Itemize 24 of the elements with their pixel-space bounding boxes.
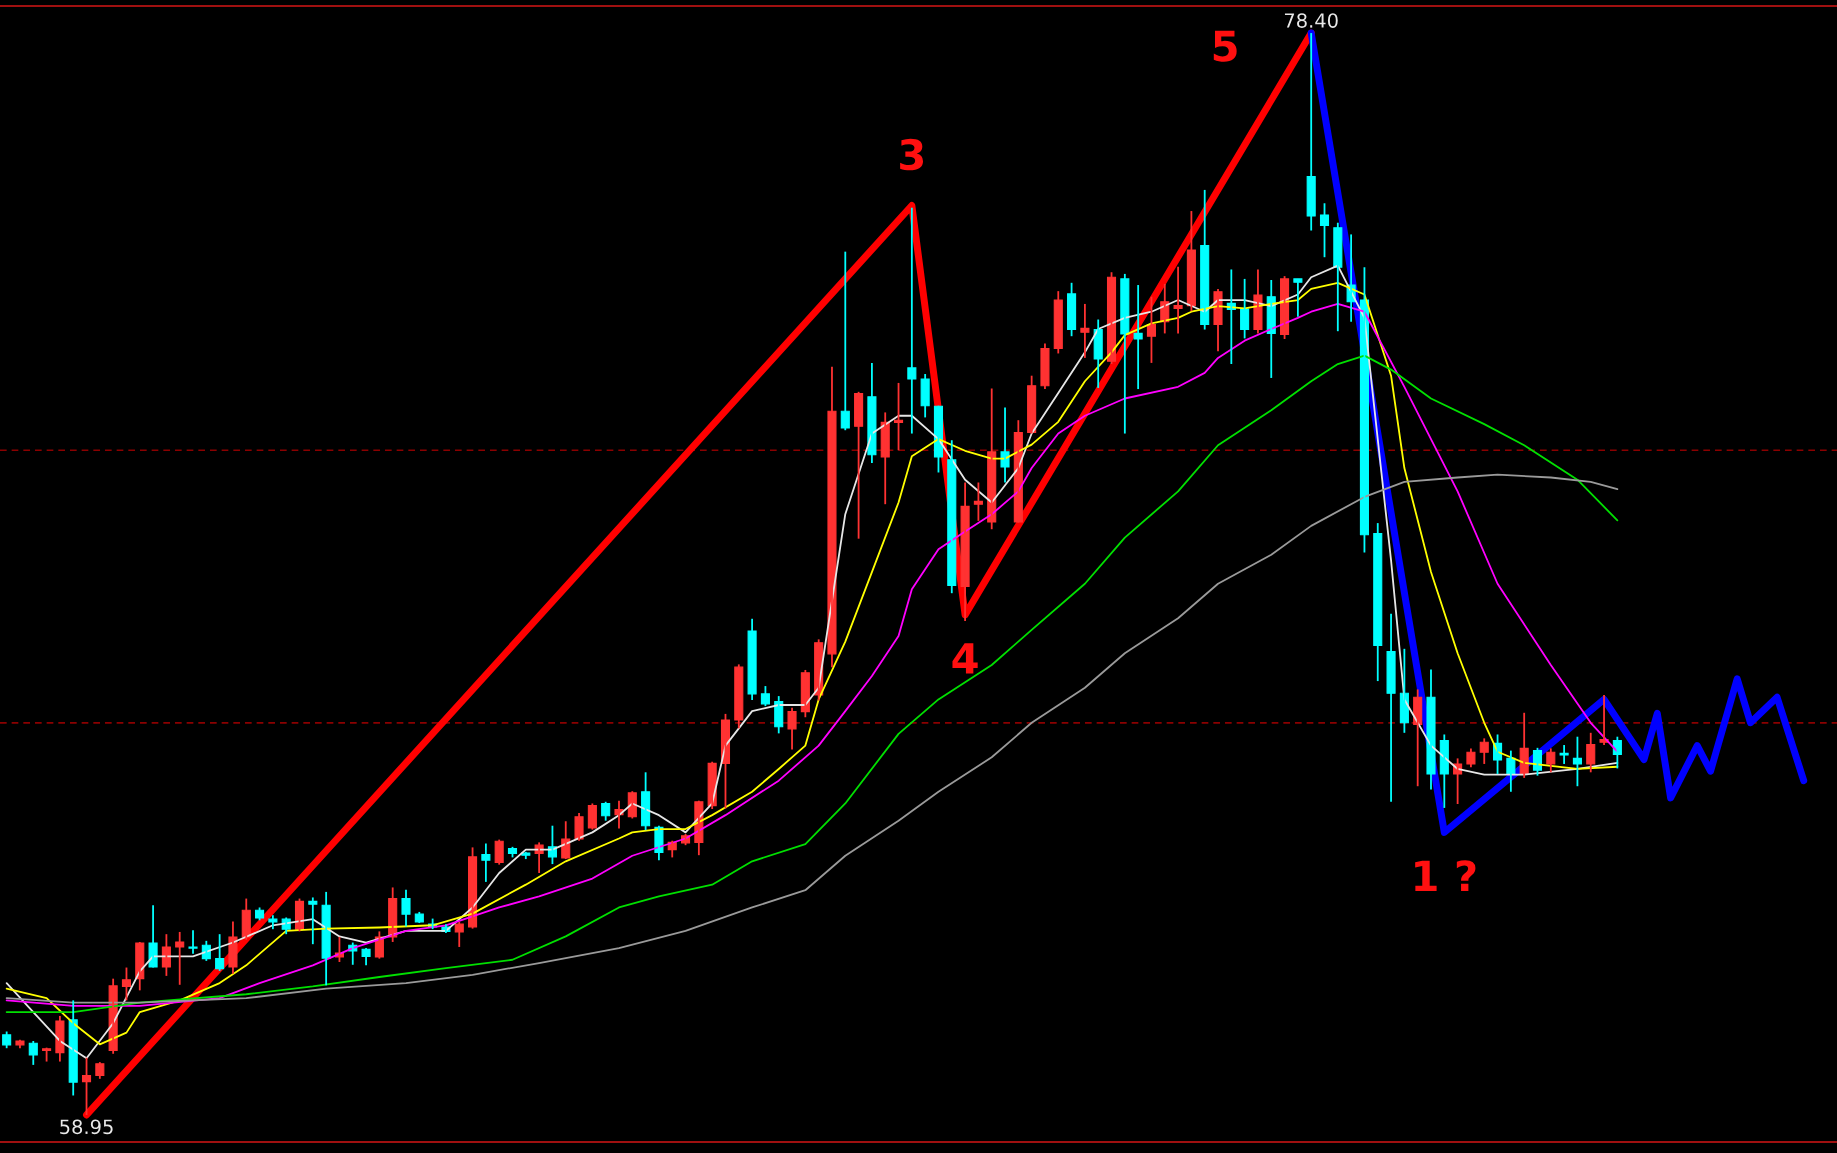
candlestick xyxy=(481,842,491,883)
annotation: 4 xyxy=(952,643,978,674)
candlestick xyxy=(188,929,198,955)
candlestick xyxy=(268,914,278,931)
annotation: 1 ? xyxy=(1415,860,1476,892)
candlestick xyxy=(1080,303,1090,359)
annotation: 3 xyxy=(900,138,924,171)
candlestick xyxy=(175,931,185,986)
candlestick xyxy=(747,617,757,701)
candlestick xyxy=(1133,284,1143,390)
candlestick xyxy=(1173,265,1183,335)
candlestick xyxy=(1466,747,1476,769)
candlestick xyxy=(121,966,132,1002)
candlestick xyxy=(15,1038,25,1050)
candlestick xyxy=(1572,735,1582,788)
candlestick xyxy=(1319,202,1330,259)
candlestick xyxy=(1559,744,1569,765)
annotation: 5 xyxy=(1213,30,1237,62)
candlestick xyxy=(787,706,797,751)
annotation: 78.40 xyxy=(1284,13,1338,28)
candlestick xyxy=(760,685,770,708)
candlestick xyxy=(401,888,411,928)
annotation: 58.95 xyxy=(60,1119,113,1135)
candlestick xyxy=(1293,278,1303,318)
